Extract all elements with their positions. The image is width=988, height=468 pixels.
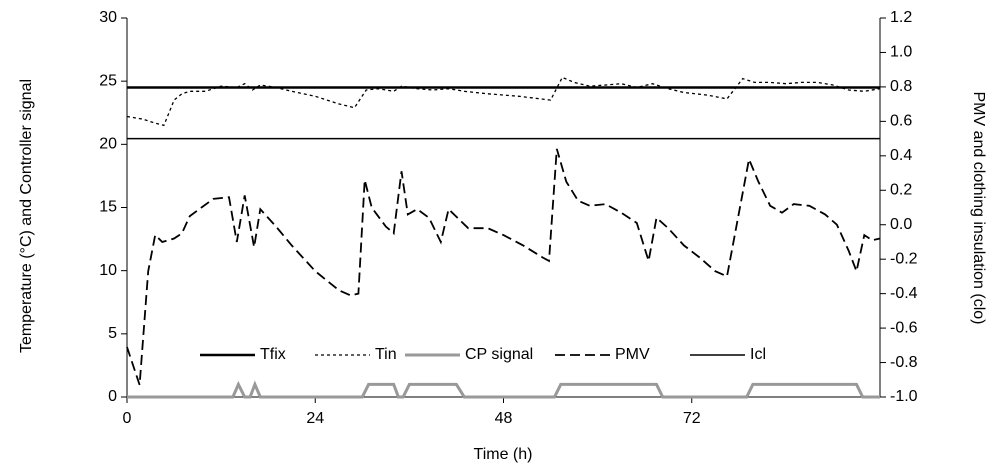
legend-label: Tfix (260, 346, 286, 363)
x-tick-label: 0 (123, 410, 132, 427)
y-tick-label: 10 (99, 262, 117, 279)
x-tick-label: 48 (495, 410, 513, 427)
y-tick-label: 20 (99, 136, 117, 153)
y2-tick-label: 0.4 (890, 147, 912, 164)
legend-label: Icl (750, 346, 766, 363)
y2-tick-label: 1.0 (890, 44, 912, 61)
y2-tick-label: 1.2 (890, 9, 912, 26)
y-tick-label: 0 (108, 388, 117, 405)
legend-label: PMV (615, 346, 650, 363)
series-line (127, 380, 880, 399)
series-line (126, 148, 881, 386)
y-tick-label: 5 (108, 325, 117, 342)
y2-axis-label: PMV and clothing insulation (clo) (970, 91, 987, 324)
y2-tick-label: 0.2 (890, 181, 912, 198)
legend-label: CP signal (465, 346, 533, 363)
legend-label: Tin (375, 346, 397, 363)
y-tick-label: 25 (99, 72, 117, 89)
y2-tick-label: -0.4 (890, 285, 918, 302)
x-tick-label: 72 (683, 410, 701, 427)
y2-tick-label: -1.0 (890, 388, 918, 405)
x-axis-label: Time (h) (474, 446, 533, 463)
y2-tick-label: -0.6 (890, 319, 918, 336)
y2-tick-label: -0.8 (890, 354, 918, 371)
y2-tick-label: -0.2 (890, 250, 918, 267)
y-tick-label: 30 (99, 9, 117, 26)
y2-tick-label: 0.0 (890, 216, 912, 233)
x-tick-label: 24 (306, 410, 324, 427)
series-line (126, 76, 881, 127)
y-tick-label: 15 (99, 199, 117, 216)
y2-tick-label: 0.8 (890, 78, 912, 95)
y2-tick-label: 0.6 (890, 113, 912, 130)
y-axis-label: Temperature (°C) and Controller signal (18, 78, 35, 354)
